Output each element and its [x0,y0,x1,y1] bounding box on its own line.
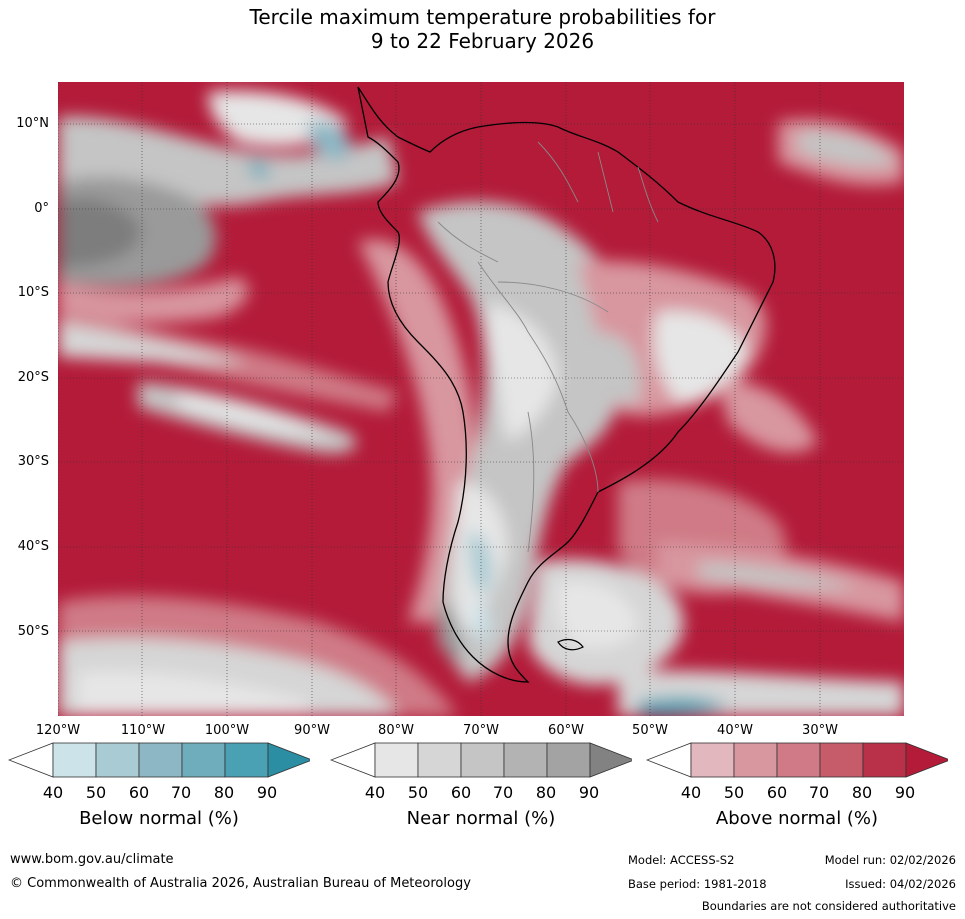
colorbar-high-arrow [589,742,632,778]
colorbar-bin-2 [138,742,183,778]
country-borders [437,141,659,553]
issued-text: Issued: 04/02/2026 [845,877,956,891]
below-tick-40: 40 [42,783,64,802]
colorbar-low-arrow [646,742,692,778]
below-normal-colorbar [8,742,310,778]
website-link[interactable]: www.bom.gov.au/climate [10,852,174,867]
lon-label-100w: 100°W [204,723,250,738]
near-tick-40: 40 [364,783,386,802]
colorbar-bin-3 [819,742,864,778]
lon-label-50w: 50°W [632,723,668,738]
lat-label-10s: 10°S [17,285,49,300]
below-tick-60: 60 [128,783,150,802]
model-text: Model: ACCESS-S2 [628,853,735,867]
falkland-islands [557,638,584,651]
below-tick-90: 90 [256,783,278,802]
near-normal-title: Near normal (%) [406,808,556,829]
near-normal-colorbar [330,742,632,778]
colorbar-bin-3 [181,742,226,778]
colorbar-bin-1 [733,742,778,778]
colorbar-bin-2 [776,742,821,778]
title-line-2: 9 to 22 February 2026 [370,29,595,53]
model-run-text: Model run: 02/02/2026 [824,853,956,867]
base-period-text: Base period: 1981-2018 [628,877,767,891]
colorbar-bin-1 [95,742,140,778]
lon-label-60w: 60°W [548,723,584,738]
above-tick-70: 70 [808,783,830,802]
lon-label-70w: 70°W [463,723,499,738]
lon-label-120w: 120°W [35,723,81,738]
colorbar-bin-4 [224,742,269,778]
below-tick-70: 70 [170,783,192,802]
lon-label-90w: 90°W [294,723,330,738]
probability-map [58,82,904,716]
colorbar-high-arrow [267,742,310,778]
near-tick-80: 80 [535,783,557,802]
lat-label-30s: 30°S [17,454,49,469]
above-tick-40: 40 [680,783,702,802]
colorbar-low-arrow [8,742,54,778]
colorbar-bin-0 [690,742,735,778]
colorbar-bin-3 [503,742,548,778]
near-tick-50: 50 [407,783,429,802]
above-normal-colorbar [646,742,948,778]
lat-label-0: 0° [34,201,49,216]
lon-label-110w: 110°W [120,723,166,738]
below-tick-80: 80 [213,783,235,802]
near-tick-70: 70 [492,783,514,802]
disclaimer-text: Boundaries are not considered authoritat… [701,899,956,913]
lat-label-10n: 10°N [16,116,49,131]
south-america-coastline [357,86,776,683]
colorbar-low-arrow [330,742,376,778]
colorbar-bin-0 [374,742,419,778]
above-tick-90: 90 [894,783,916,802]
map-title: Tercile maximum temperature probabilitie… [0,5,965,53]
lat-label-20s: 20°S [17,370,49,385]
lat-label-40s: 40°S [17,539,49,554]
below-normal-title: Below normal (%) [79,808,239,829]
colorbar-bin-4 [862,742,907,778]
below-tick-50: 50 [85,783,107,802]
above-tick-80: 80 [851,783,873,802]
colorbar-bin-2 [460,742,505,778]
above-normal-title: Above normal (%) [715,808,879,829]
colorbar-bin-4 [546,742,591,778]
colorbar-bin-1 [417,742,462,778]
lon-label-80w: 80°W [378,723,414,738]
above-tick-60: 60 [766,783,788,802]
above-tick-50: 50 [723,783,745,802]
colorbar-bin-0 [52,742,97,778]
colorbar-high-arrow [905,742,948,778]
near-tick-60: 60 [450,783,472,802]
lat-label-50s: 50°S [17,624,49,639]
lon-label-40w: 40°W [717,723,753,738]
copyright-text: © Commonwealth of Australia 2026, Austra… [10,876,471,891]
probability-patches [58,90,904,716]
title-line-1: Tercile maximum temperature probabilitie… [249,5,716,29]
lon-label-30w: 30°W [802,723,838,738]
near-tick-90: 90 [578,783,600,802]
graticule [58,82,904,716]
